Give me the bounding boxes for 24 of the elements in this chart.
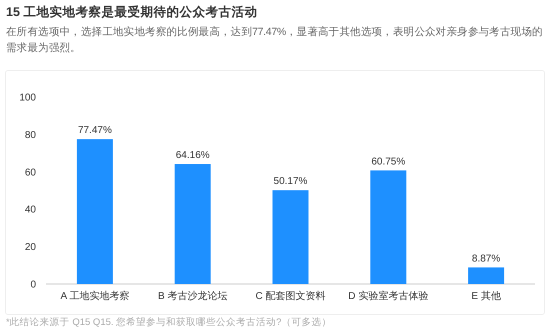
bar <box>272 190 308 284</box>
x-tick-label: A 工地实地考察 <box>60 290 130 302</box>
text: *此结论来源于 Q15 Q15. 您希望参与和获取哪些公众考古活动?（可多选） <box>6 316 332 328</box>
x-tick-label: B 考古沙龙论坛 <box>158 290 228 302</box>
chart-title: 15 工地实地考察是最受期待的公众考古活动 <box>6 4 258 21</box>
bar <box>76 139 113 284</box>
y-tick-label: 80 <box>24 130 36 141</box>
y-tick-label: 60 <box>24 167 36 178</box>
bar <box>468 267 504 284</box>
y-tick-label: 0 <box>30 280 36 290</box>
data-label: 8.87% <box>472 253 500 264</box>
bar <box>370 170 406 284</box>
data-label: 50.17% <box>274 176 308 188</box>
x-tick-label: D 实验室考古体验 <box>348 290 428 302</box>
x-tick-label: C 配套图文资料 <box>256 290 326 302</box>
chart-subtitle: 在所有选项中，选择工地实地考察的比例最高，达到77.47%，显著高于其他选项，表明公众对亲身参与考古现场的需求最为强烈。 <box>6 25 544 56</box>
y-tick-label: 20 <box>24 242 36 254</box>
data-label: 60.75% <box>371 156 406 168</box>
data-label: 77.47% <box>78 125 112 136</box>
data-label: 64.16% <box>176 150 210 162</box>
y-tick-label: 40 <box>24 204 36 216</box>
y-tick-label: 100 <box>19 92 36 104</box>
bar <box>174 164 211 284</box>
x-tick-label: E 其他 <box>471 290 501 302</box>
